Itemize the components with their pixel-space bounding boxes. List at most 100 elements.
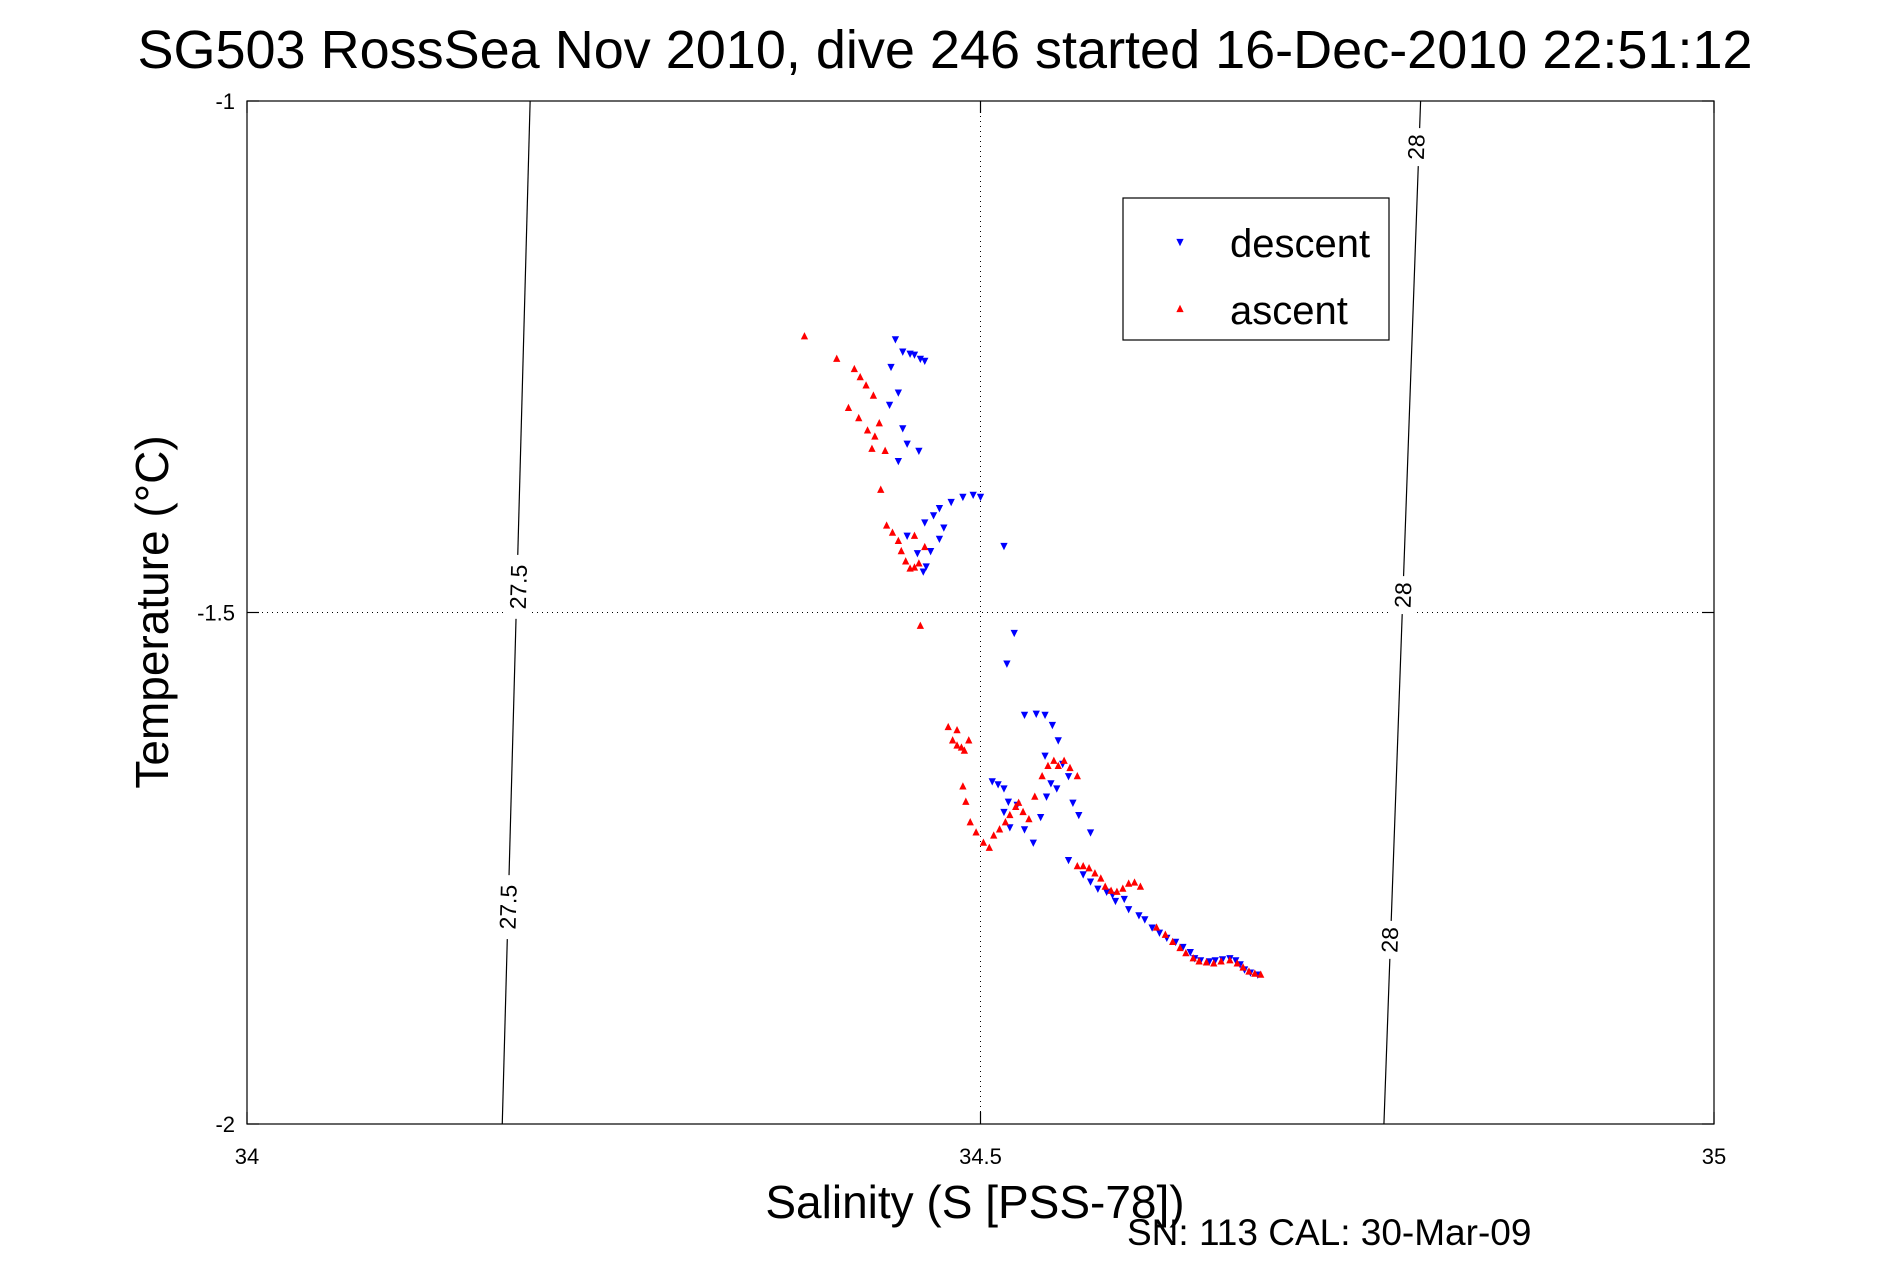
contour-label: 28 [1390, 582, 1417, 609]
ascent-point [862, 381, 870, 389]
legend-marker-descent [1176, 238, 1184, 247]
descent-point [1053, 785, 1061, 793]
descent-point [1186, 949, 1194, 957]
descent-point [899, 348, 907, 356]
ascent-point [916, 621, 925, 629]
ascent-point [1210, 959, 1218, 967]
descent-point [1075, 811, 1083, 820]
descent-point [915, 447, 923, 456]
ascent-point [985, 843, 993, 851]
ascent-point [1097, 874, 1105, 882]
contour-label-bg [1388, 575, 1418, 615]
ascent-point [948, 736, 957, 744]
ascent-point [1226, 956, 1234, 964]
descent-point [913, 550, 922, 558]
y-axis-label: Temperature (°C) [126, 435, 178, 788]
ascent-point [1182, 948, 1190, 957]
ascent-point [1152, 923, 1161, 931]
ascent-point [1125, 879, 1133, 887]
ascent-point [881, 446, 889, 454]
ascent-point [1012, 802, 1020, 810]
grid [246, 100, 1715, 1125]
ascent-point [962, 797, 970, 805]
contour-label: 27.5 [495, 884, 522, 929]
ascent-point [1031, 792, 1039, 800]
ascent-point [1130, 878, 1139, 886]
legend-label-descent: descent [1230, 222, 1370, 266]
descent-point [1047, 780, 1055, 788]
descent-point [1069, 799, 1077, 807]
descent-point [1148, 924, 1156, 932]
ascent-point [1038, 771, 1046, 780]
ascent-point [1079, 862, 1087, 870]
descent-point [1064, 773, 1073, 781]
ascent-point [1161, 930, 1169, 938]
descent-point [899, 425, 907, 433]
ascent-point [1113, 887, 1121, 895]
contour-label: 28 [1403, 134, 1430, 161]
ascent-point [1025, 814, 1033, 823]
descent-point [1064, 856, 1073, 865]
contour-label-bg [1375, 920, 1405, 960]
descent-point [903, 440, 911, 448]
legend-marker-ascent [1176, 304, 1184, 313]
ascent-point [1006, 810, 1014, 819]
descent-point [1000, 542, 1008, 551]
ascent-point [1091, 869, 1099, 877]
legend: descent ascent [1122, 197, 1390, 341]
contour-label: 28 [1376, 927, 1403, 954]
contour-label-bg [1401, 127, 1431, 167]
ascent-point [1107, 886, 1115, 894]
ascent-point [888, 528, 897, 536]
ascent-point [1239, 963, 1247, 971]
ascent-point [1101, 882, 1109, 890]
ascent-point [894, 536, 902, 544]
descent-point [988, 778, 996, 786]
descent-point [1004, 798, 1013, 806]
descent-point [1020, 826, 1029, 834]
descent-point [929, 512, 938, 520]
descent-point [1086, 829, 1095, 837]
x-tick-label: 35 [1702, 1144, 1726, 1169]
descent-point [935, 535, 944, 544]
footer-caption: SN: 113 CAL: 30-Mar-09 [1127, 1212, 1531, 1253]
ascent-point [877, 485, 885, 493]
ascent-point [1073, 862, 1081, 870]
descent-point [1000, 808, 1008, 817]
descent-point [1041, 711, 1049, 719]
descent-point [1155, 929, 1164, 937]
ascent-point [1136, 882, 1145, 890]
x-tick-label: 34.5 [959, 1144, 1002, 1169]
ascent-point [871, 432, 879, 440]
ascent-point [966, 818, 974, 826]
contour-label-bg [503, 554, 534, 620]
ascent-point [910, 563, 919, 571]
density-contours: 27.5 27.5 28 28 28 [493, 100, 1431, 1125]
descent-point [921, 519, 929, 527]
ascent-point [1251, 969, 1259, 977]
ascent-point [921, 542, 929, 551]
ascent-point [902, 557, 910, 565]
ascent-point [959, 782, 967, 790]
descent-point [1086, 878, 1095, 886]
descent-point [1006, 824, 1014, 832]
descent-point [903, 532, 911, 540]
chart-title: SG503 RossSea Nov 2010, dive 246 started… [137, 20, 1752, 80]
descent-point [1003, 660, 1011, 668]
descent-point [1135, 912, 1143, 920]
descent-point [1000, 785, 1008, 793]
descent-point [910, 351, 919, 359]
contour-label-bg [493, 874, 523, 940]
ascent-point [1019, 807, 1027, 816]
ascent-point [1217, 957, 1225, 965]
ascent-point [953, 725, 961, 734]
ascent-point [833, 354, 841, 362]
descent-point [1036, 814, 1045, 822]
ascent-point [1233, 959, 1241, 967]
ascent-point [1169, 937, 1177, 946]
descent-point [994, 781, 1002, 789]
ascent-point [856, 373, 864, 381]
descent-point [1054, 737, 1062, 745]
descent-point [1048, 721, 1057, 730]
